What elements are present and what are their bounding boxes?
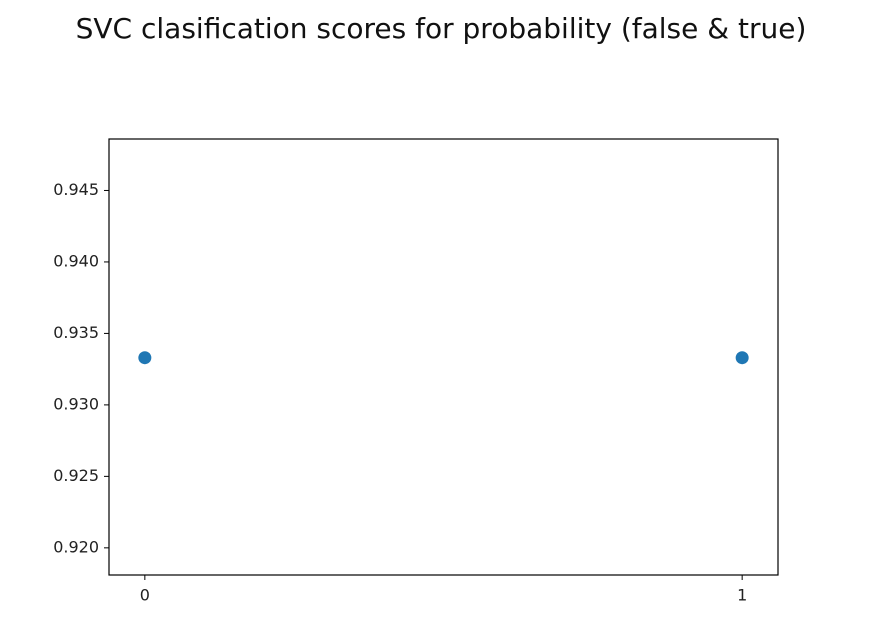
y-tick-label: 0.945 xyxy=(53,180,99,199)
y-tick-label: 0.935 xyxy=(53,323,99,342)
y-tick-label: 0.930 xyxy=(53,394,99,413)
x-tick-label: 0 xyxy=(140,586,150,605)
chart-title: SVC clasification scores for probability… xyxy=(76,12,807,45)
y-tick-label: 0.920 xyxy=(53,537,99,556)
y-tick-label: 0.940 xyxy=(53,251,99,270)
x-tick-label: 1 xyxy=(737,586,747,605)
point xyxy=(735,351,749,365)
plot-frame xyxy=(108,138,779,576)
point xyxy=(138,351,152,365)
y-tick-label: 0.925 xyxy=(53,466,99,485)
